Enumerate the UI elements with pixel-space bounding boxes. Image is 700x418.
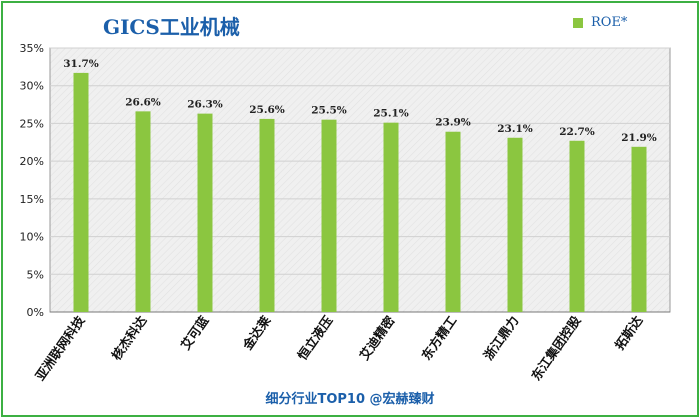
x-tick-label: 核杰科达: [108, 313, 149, 363]
y-tick-label: 35%: [20, 42, 44, 55]
data-label: 25.5%: [311, 105, 347, 117]
x-tick-label: 金达莱: [239, 313, 274, 354]
y-tick-label: 20%: [20, 155, 44, 168]
chart-legend: ROE*: [573, 15, 627, 30]
data-label: 21.9%: [621, 132, 657, 144]
data-label: 23.1%: [497, 123, 533, 135]
y-tick-label: 25%: [20, 117, 44, 130]
legend-swatch: [573, 17, 583, 28]
x-tick-label: 东方精工: [418, 313, 459, 363]
data-label: 31.7%: [63, 58, 99, 70]
y-tick-label: 5%: [27, 268, 44, 281]
bar: [445, 131, 461, 312]
x-tick-label: 亚洲联网科技: [32, 313, 88, 383]
bar: [73, 72, 89, 313]
data-label: 25.1%: [373, 108, 409, 120]
legend-label: ROE*: [591, 15, 628, 30]
bar: [321, 119, 337, 313]
x-tick-label: 浙江鼎力: [480, 313, 521, 363]
bar: [631, 146, 647, 312]
footer-caption: 细分行业TOP10 @宏赫臻财: [265, 392, 435, 407]
data-label: 26.6%: [125, 96, 161, 108]
data-label: 25.6%: [249, 104, 285, 116]
bar: [383, 122, 399, 312]
data-label: 26.3%: [187, 99, 223, 111]
y-tick-label: 10%: [20, 231, 44, 244]
x-tick-label: 艾迪精密: [356, 313, 397, 363]
x-tick-label: 拓斯达: [612, 313, 646, 353]
y-tick-label: 0%: [27, 306, 44, 319]
x-tick-label: 艾可蓝: [178, 313, 212, 353]
bar: [569, 140, 585, 312]
chart-title: GICS工业机械: [103, 15, 240, 39]
bar: [507, 137, 523, 312]
bar: [259, 118, 275, 312]
plot-area: [49, 47, 671, 313]
bar: [135, 111, 151, 312]
data-label: 22.7%: [559, 126, 595, 138]
x-tick-label: 东江集团控股: [528, 313, 584, 383]
bar: [197, 113, 213, 312]
y-tick-label: 15%: [20, 193, 44, 206]
x-tick-label: 恒立液压: [294, 313, 335, 363]
y-tick-label: 30%: [20, 80, 44, 93]
data-label: 23.9%: [435, 117, 471, 129]
